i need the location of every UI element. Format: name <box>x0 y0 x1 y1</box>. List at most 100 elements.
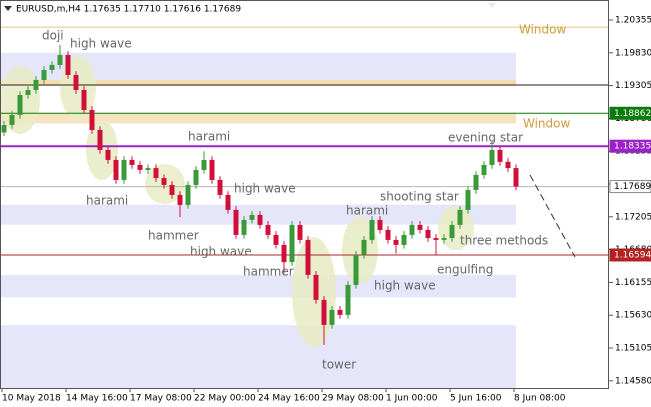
price-label-box <box>609 180 651 194</box>
candle-body <box>337 309 343 315</box>
x-tick-label: 22 May 00:00 <box>194 394 256 404</box>
annotation: high wave <box>70 37 132 51</box>
candle-body <box>265 224 271 235</box>
x-tick-label: 5 Jun 16:00 <box>450 394 502 404</box>
candle-body <box>297 224 303 240</box>
annotation: harami <box>346 204 388 218</box>
candle-body <box>145 168 151 170</box>
y-tick-label: 1.20355 <box>615 15 651 25</box>
annotation: shooting star <box>380 190 459 204</box>
candle-body <box>313 274 319 300</box>
candle-body <box>161 178 167 185</box>
candle-body <box>233 209 239 235</box>
candle-body <box>353 254 359 285</box>
y-tick-label: 1.15630 <box>615 311 651 321</box>
candle-body <box>457 209 463 225</box>
x-tick-label: 8 Jun 08:00 <box>514 394 566 404</box>
candle-body <box>137 164 143 170</box>
candle-body <box>369 219 375 240</box>
candle-body <box>401 234 407 245</box>
annotation: tower <box>322 358 356 372</box>
candle-body <box>385 229 391 240</box>
candle-body <box>89 109 95 130</box>
candle-body <box>241 219 247 235</box>
axes: 1.203551.198301.193051.187801.182551.177… <box>1 15 651 404</box>
price-label-box <box>609 106 651 120</box>
annotation: harami <box>86 194 128 208</box>
candle-body <box>41 69 47 80</box>
price-label-box <box>609 139 651 153</box>
price-label: 1.16594 <box>614 250 651 260</box>
highlight <box>438 206 474 250</box>
pattern-highlights <box>0 56 474 347</box>
candle-body <box>153 168 159 179</box>
annotation: three methods <box>460 234 548 248</box>
annotations: doji high wave harami harami hammer high wave… <box>42 23 571 372</box>
candle-body <box>225 194 231 210</box>
candle-body <box>513 168 519 187</box>
y-tick-label: 1.15105 <box>615 344 651 354</box>
candle-body <box>57 54 63 65</box>
candle-body <box>393 239 399 245</box>
x-tick-label: 14 May 16:00 <box>66 394 128 404</box>
candle-body <box>217 179 223 195</box>
annotation: harami <box>188 130 230 144</box>
candle-body <box>305 239 311 275</box>
candle-body <box>473 174 479 190</box>
scroll-icon <box>488 3 496 8</box>
x-tick-label: 17 May 08:00 <box>130 394 192 404</box>
x-tick-label: 1 Jun 00:00 <box>386 394 438 404</box>
candle-body <box>33 79 39 90</box>
candle-body <box>17 94 23 115</box>
zone <box>0 204 516 225</box>
candle-body <box>49 64 55 70</box>
candle-body <box>201 159 207 170</box>
candle-body <box>249 214 255 220</box>
candle-body <box>9 114 15 125</box>
y-tick-label: 1.19305 <box>615 81 651 91</box>
price-label-box <box>609 248 651 262</box>
candle-body <box>449 224 455 239</box>
candle-body <box>169 184 175 195</box>
candle-body <box>425 229 431 239</box>
plot-frame <box>0 0 609 389</box>
annotation: Window <box>519 23 567 37</box>
annotation: hammer <box>148 229 199 243</box>
candle-body <box>489 149 495 165</box>
annotation: hammer <box>243 265 294 279</box>
y-tick-label: 1.16155 <box>615 278 651 288</box>
candle-body <box>121 159 127 180</box>
zone <box>0 113 516 124</box>
candle-body <box>81 89 87 110</box>
candle-body <box>25 89 31 95</box>
candle-body <box>177 194 183 205</box>
candle-body <box>113 159 119 180</box>
projection <box>529 174 576 258</box>
y-tick-label: 1.19830 <box>615 48 651 58</box>
candle-body <box>433 238 439 240</box>
x-tick-label: 24 May 16:00 <box>258 394 320 404</box>
price-label: 1.18335 <box>614 142 651 152</box>
candle-body <box>321 299 327 325</box>
levels <box>0 26 609 256</box>
candle-body <box>409 224 415 235</box>
price-label: 1.18862 <box>614 109 651 119</box>
candle-body <box>273 234 279 245</box>
candle-body <box>417 224 423 230</box>
candle-body <box>481 164 487 175</box>
annotation: Window <box>523 117 571 131</box>
candle-body <box>281 244 287 263</box>
candle-body <box>257 214 263 225</box>
candle-body <box>497 149 503 162</box>
candle-body <box>505 161 511 169</box>
candle-body <box>73 74 79 90</box>
candles <box>1 44 519 345</box>
highlight <box>342 216 378 284</box>
highlight <box>86 120 118 180</box>
annotation: evening star <box>448 131 523 145</box>
y-tick-label: 1.17205 <box>615 212 651 222</box>
annotation: high wave <box>234 182 296 196</box>
candle-body <box>129 159 135 165</box>
zone <box>0 79 516 86</box>
candle-body <box>105 149 111 160</box>
